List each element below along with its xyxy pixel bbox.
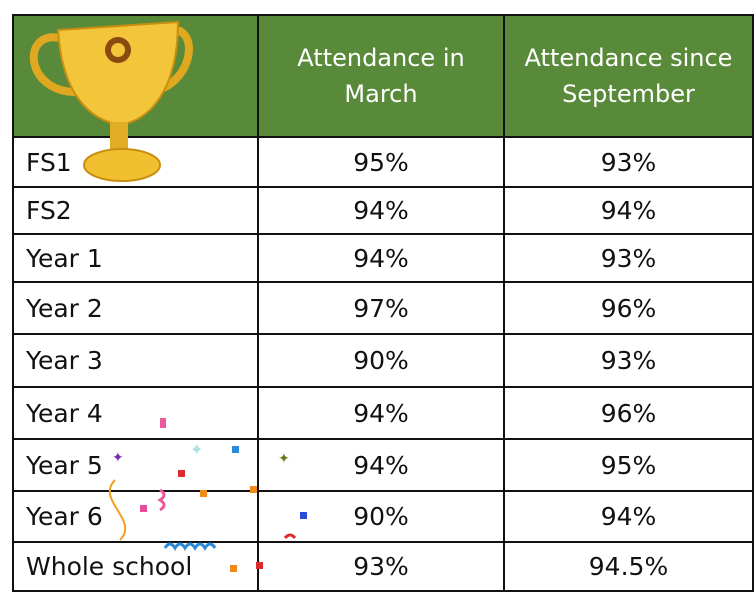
row-label: Whole school (13, 542, 258, 591)
percent-cell: 95% (258, 137, 504, 187)
percent-cell: 94% (258, 187, 504, 234)
percent-cell: 96% (504, 387, 753, 439)
header-row: Attendance in March Attendance since Sep… (13, 15, 753, 137)
row-label: Year 1 (13, 234, 258, 282)
row-label: FS2 (13, 187, 258, 234)
percent-cell: 93% (504, 137, 753, 187)
percent-cell: 96% (504, 282, 753, 334)
percent-cell: 94% (258, 439, 504, 491)
percent-cell: 93% (504, 234, 753, 282)
row-label: Year 3 (13, 334, 258, 387)
header-empty (13, 15, 258, 137)
percent-cell: 90% (258, 491, 504, 542)
row-label: FS1 (13, 137, 258, 187)
row-label: Year 2 (13, 282, 258, 334)
percent-cell: 94% (504, 491, 753, 542)
percent-cell: 93% (258, 542, 504, 591)
attendance-table: Attendance in March Attendance since Sep… (12, 14, 754, 592)
percent-cell: 94% (504, 187, 753, 234)
row-label: Year 6 (13, 491, 258, 542)
percent-cell: 90% (258, 334, 504, 387)
row-label: Year 4 (13, 387, 258, 439)
percent-cell: 94.5% (504, 542, 753, 591)
header-cell: Attendance since September (504, 15, 753, 137)
percent-cell: 97% (258, 282, 504, 334)
percent-cell: 95% (504, 439, 753, 491)
row-label: Year 5 (13, 439, 258, 491)
percent-cell: 94% (258, 234, 504, 282)
header-cell: Attendance in March (258, 15, 504, 137)
percent-cell: 94% (258, 387, 504, 439)
page: Attendance in March Attendance since Sep… (0, 0, 756, 590)
percent-cell: 93% (504, 334, 753, 387)
